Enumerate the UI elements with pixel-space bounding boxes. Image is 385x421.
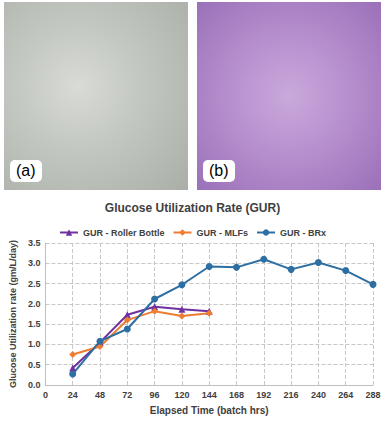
- svg-text:168: 168: [229, 390, 244, 400]
- svg-text:2.0: 2.0: [28, 299, 41, 309]
- svg-text:120: 120: [174, 390, 189, 400]
- svg-text:3.5: 3.5: [28, 238, 41, 248]
- svg-text:216: 216: [284, 390, 299, 400]
- svg-text:0: 0: [43, 390, 48, 400]
- svg-text:0.0: 0.0: [28, 380, 41, 390]
- svg-text:GUR - MLFs: GUR - MLFs: [197, 228, 249, 238]
- svg-text:0.5: 0.5: [28, 360, 41, 370]
- svg-text:1.0: 1.0: [28, 339, 41, 349]
- svg-text:GUR - BRx: GUR - BRx: [280, 228, 326, 238]
- html-text:(a): (a): [16, 162, 36, 179]
- svg-text:Glucose Utilization Rate (GUR): Glucose Utilization Rate (GUR): [105, 201, 280, 215]
- svg-text:48: 48: [95, 390, 105, 400]
- svg-text:192: 192: [256, 390, 271, 400]
- svg-text:72: 72: [122, 390, 132, 400]
- svg-text:24: 24: [68, 390, 78, 400]
- svg-text:1.5: 1.5: [28, 319, 41, 329]
- svg-text:264: 264: [338, 390, 353, 400]
- svg-text:Elapsed Time (batch hrs): Elapsed Time (batch hrs): [150, 405, 269, 416]
- svg-text:3.0: 3.0: [28, 258, 41, 268]
- svg-text:96: 96: [150, 390, 160, 400]
- svg-text:144: 144: [202, 390, 217, 400]
- svg-text:Glucose Utilization rate (gm/L: Glucose Utilization rate (gm/L/day): [8, 240, 18, 388]
- svg-text:2.5: 2.5: [28, 279, 41, 289]
- svg-text:288: 288: [365, 390, 380, 400]
- html-text:(b): (b): [209, 162, 229, 179]
- svg-text:GUR - Roller Bottle: GUR - Roller Bottle: [83, 228, 165, 238]
- svg-text:240: 240: [311, 390, 326, 400]
